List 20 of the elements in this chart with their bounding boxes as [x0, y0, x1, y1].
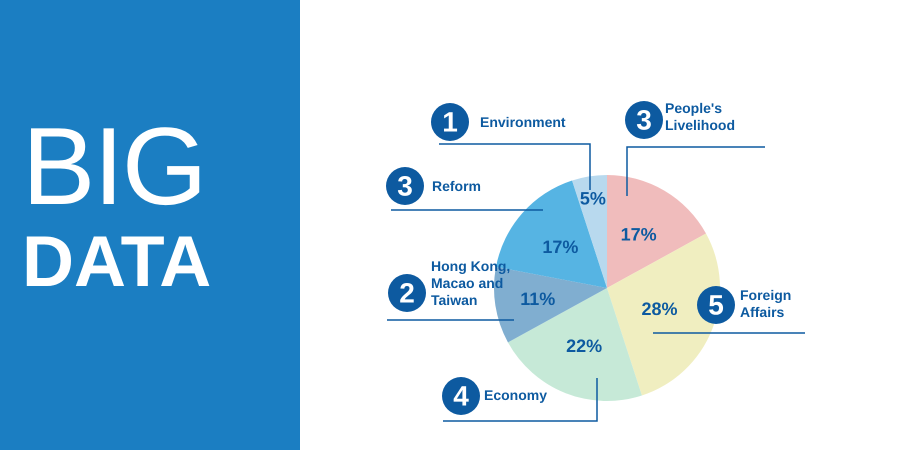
rank-badge: 5 — [697, 286, 735, 324]
data-label: 5% — [580, 188, 606, 209]
slice-label: People's Livelihood — [665, 100, 736, 134]
rank-badge: 4 — [442, 377, 480, 415]
slice-label: Hong Kong, Macao and Taiwan — [431, 258, 510, 308]
data-label: 17% — [542, 236, 578, 257]
slice-label: Economy — [484, 387, 548, 404]
pie-slice — [607, 175, 706, 288]
data-label: 28% — [642, 298, 678, 319]
slice-label: Environment — [480, 114, 567, 131]
data-label: 22% — [566, 336, 602, 356]
rank-badge: 3 — [386, 167, 424, 205]
slice-label: Reform — [432, 178, 482, 195]
rank-badge: 1 — [431, 103, 469, 141]
chart-title: BIG DATA — [22, 105, 212, 302]
data-label: 17% — [620, 224, 657, 245]
data-label: 11% — [520, 288, 556, 309]
rank-badge: 2 — [388, 274, 426, 312]
slice-label: Foreign Affairs — [740, 287, 792, 321]
rank-badge: 3 — [625, 101, 663, 139]
